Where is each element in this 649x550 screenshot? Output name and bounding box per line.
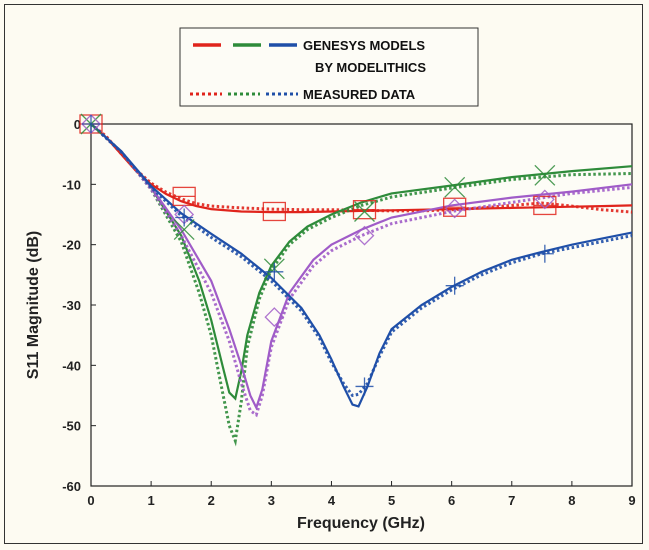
x-tick-label: 5 [388, 493, 395, 508]
y-tick-label: -40 [62, 358, 81, 373]
axis-ticks: 0 1 2 3 4 5 6 7 8 9 0 -10 -20 -30 -40 -50 -60 [62, 117, 635, 508]
x-marker [354, 201, 375, 222]
y-tick-label: -20 [62, 238, 81, 253]
plus-marker [265, 262, 284, 281]
y-tick-label: -50 [62, 419, 81, 434]
x-tick-label: 6 [448, 493, 455, 508]
x-tick-label: 0 [87, 493, 94, 508]
model-series-line [90, 123, 633, 401]
x-tick-label: 9 [628, 493, 635, 508]
x-marker-stroke [354, 201, 375, 222]
legend: GENESYS MODELS BY MODELITHICS MEASURED D… [179, 27, 479, 107]
x-tick-label: 3 [268, 493, 275, 508]
diamond-marker [264, 307, 285, 327]
y-tick-label: 0 [74, 117, 81, 132]
x-tick-label: 7 [508, 493, 515, 508]
diamond-marker [354, 225, 375, 246]
legend-line1: GENESYS MODELS [303, 38, 425, 53]
x-marker-stroke [444, 176, 466, 198]
x-marker [534, 164, 556, 186]
plus-marker [82, 115, 100, 133]
y-tick-label: -60 [62, 479, 81, 494]
y-tick-label: -10 [62, 177, 81, 192]
y-tick-label: -30 [62, 298, 81, 313]
model-series-line [90, 123, 633, 408]
x-tick-label: 2 [208, 493, 215, 508]
model-series-line [90, 123, 633, 411]
x-tick-label: 4 [328, 493, 336, 508]
diamond-marker [534, 189, 555, 210]
measured-series-line [89, 122, 633, 447]
plot-area [90, 123, 633, 487]
x-axis-title: Frequency (GHz) [297, 515, 425, 532]
plus-marker [355, 377, 374, 396]
plus-marker [445, 276, 464, 295]
x-marker-stroke [534, 164, 556, 186]
plus-marker [535, 244, 554, 263]
legend-line2: BY MODELITHICS [315, 60, 426, 75]
diamond-marker [444, 198, 465, 219]
x-marker [173, 219, 195, 241]
legend-line3: MEASURED DATA [303, 87, 416, 102]
x-marker-stroke [173, 219, 195, 241]
series-group [79, 113, 633, 447]
y-axis-title: S11 Magnitude (dB) [25, 231, 42, 379]
plus-marker [175, 208, 194, 227]
x-tick-label: 8 [568, 493, 575, 508]
x-tick-label: 1 [147, 493, 154, 508]
measured-series-line [90, 122, 633, 214]
x-marker [444, 176, 466, 198]
